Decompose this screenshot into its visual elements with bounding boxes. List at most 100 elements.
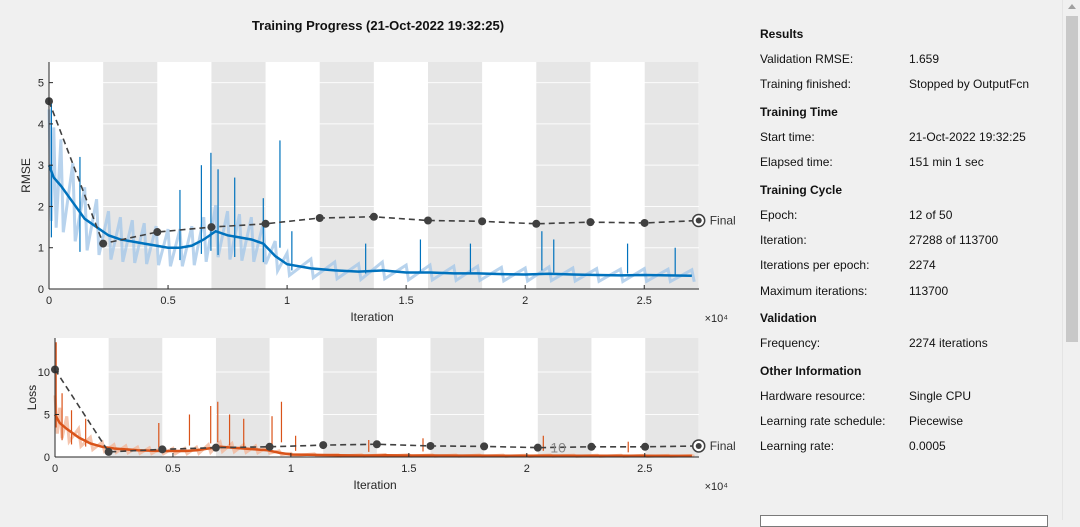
chevron-up-icon[interactable] [1068,4,1076,9]
learning-rate-schedule-label: Learning rate schedule: [760,414,886,428]
loss-x-tick-label: 1.5 [401,463,416,475]
hardware-resource-value: Single CPU [909,389,972,403]
rmse-validation-point [315,214,324,223]
frequency-value: 2274 iterations [909,336,988,350]
rmse-epoch-band [319,62,374,289]
training-cycle-heading: Training Cycle [760,183,843,197]
loss-x-axis-label: Iteration [353,478,396,492]
iterations-per-epoch-label: Iterations per epoch: [760,258,870,272]
loss-validation-point [319,441,328,450]
rmse-x-tick-label: 2 [522,295,528,307]
rmse-x-tick-label: 0.5 [160,295,175,307]
max-iterations-value: 113700 [909,284,949,298]
loss-chart: Final 10 0 5 10 0 0.5 1 1.5 2 2.5 Iteration Loss ×10⁴ [25,338,736,493]
loss-validation-point [641,442,650,451]
info-panel: Results Validation RMSE: 1.659 Training … [744,0,1062,520]
rmse-validation-point [478,217,487,226]
rmse-validation-point [424,216,432,225]
vertical-scrollbar[interactable] [1062,0,1080,520]
loss-training-line [53,413,692,458]
hardware-resource-label: Hardware resource: [760,389,866,403]
loss-validation-point [480,442,489,451]
loss-x-tick-label: 2.5 [637,463,652,475]
loss-y-axis-label: Loss [25,385,39,410]
loss-validation-point [426,441,435,450]
rmse-y-axis-label: RMSE [19,158,33,193]
rmse-validation-point [369,212,378,221]
iteration-value: 27288 of 113700 [909,233,999,247]
plots-area: Training Progress (21-Oct-2022 19:32:25)… [19,18,736,493]
other-information-heading: Other Information [760,364,862,378]
rmse-y-tick-label: 2 [38,201,44,213]
elapsed-time-value: 151 min 1 sec [909,155,984,169]
rmse-final-label: Final [710,214,736,228]
start-time-value: 21-Oct-2022 19:32:25 [909,130,1026,144]
rmse-epoch-band [644,62,699,289]
elapsed-time-label: Elapsed time: [760,155,833,169]
learning-rate-label: Learning rate: [760,439,835,453]
frequency-label: Frequency: [760,336,821,350]
loss-epoch-band [537,338,592,457]
rmse-validation-point [99,239,108,248]
rmse-validation-point [532,219,541,228]
loss-epoch-band [645,338,699,457]
rmse-y-tick-label: 0 [38,284,44,296]
loss-x-tick-label: 1 [288,463,294,475]
loss-validation-point [265,442,274,451]
rmse-x-tick-label: 1.5 [398,295,413,307]
loss-epoch-band [108,338,163,457]
epoch-value: 12 of 50 [909,208,953,222]
rmse-final-point [695,217,702,224]
loss-validation-point [158,445,167,454]
rmse-x-tick-label: 1 [284,295,290,307]
loss-y-tick-label: 0 [44,452,50,464]
validation-heading: Validation [760,311,817,325]
loss-validation-point [587,442,596,451]
rmse-chart: Final 0 1 2 3 4 5 0 0.5 1 1.5 2 2.5 Iteration RMSE ×10⁴ [19,62,736,325]
loss-x-tick-label: 2 [524,463,530,475]
loss-x-tick-label: 0 [52,463,58,475]
rmse-x-tick-label: 2.5 [637,295,652,307]
rmse-x-exponent: ×10⁴ [705,313,729,325]
iteration-label: Iteration: [760,233,807,247]
training-finished-label: Training finished: [760,77,851,91]
epoch-label: Epoch: [760,208,798,222]
rmse-y-tick-label: 3 [38,160,44,172]
max-iterations-label: Maximum iterations: [760,284,868,298]
validation-rmse-value: 1.659 [909,52,940,66]
loss-validation-point [211,443,220,452]
loss-annotation: 10 [550,440,566,456]
loss-plot-area [55,338,699,457]
learning-rate-schedule-value: Piecewise [909,414,964,428]
rmse-validation-point [586,218,595,227]
loss-epoch-band [215,338,270,457]
rmse-y-tick-label: 5 [38,78,44,90]
rmse-epoch-band [536,62,591,289]
loss-validation-point [104,447,113,456]
bottom-panel-field[interactable] [760,515,1048,527]
rmse-y-tick-label: 1 [38,243,44,255]
start-time-label: Start time: [760,130,815,144]
training-time-heading: Training Time [760,105,838,119]
training-progress-charts: Training Progress (21-Oct-2022 19:32:25)… [19,18,736,493]
rmse-epoch-band [428,62,483,289]
loss-validation-point [372,440,381,449]
loss-x-exponent: ×10⁴ [705,481,729,493]
rmse-validation-point [207,223,216,232]
training-finished-value: Stopped by OutputFcn [909,77,1030,91]
loss-final-point [695,442,702,449]
rmse-y-tick-label: 4 [38,119,44,131]
loss-y-tick-label: 5 [44,410,50,422]
results-heading: Results [760,27,804,41]
learning-rate-value: 0.0005 [909,439,946,453]
iterations-per-epoch-value: 2274 [909,258,936,272]
rmse-x-tick-label: 0 [46,295,52,307]
rmse-validation-point [153,228,162,237]
loss-epoch-band [430,338,485,457]
loss-validation-point [533,443,542,452]
rmse-validation-point [640,218,649,227]
scrollbar-thumb[interactable] [1066,16,1078,342]
loss-y-tick-label: 10 [38,367,50,379]
loss-x-tick-label: 0.5 [165,463,180,475]
rmse-x-axis-label: Iteration [350,310,393,324]
